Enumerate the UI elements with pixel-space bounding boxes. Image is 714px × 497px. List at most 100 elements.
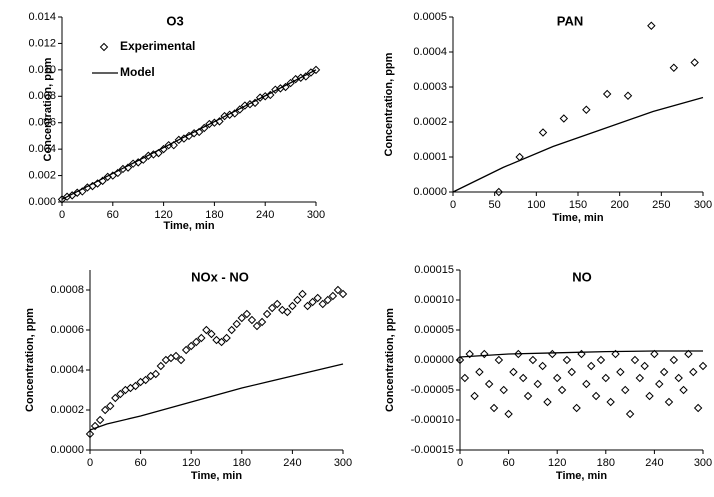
data-point bbox=[470, 391, 479, 401]
y-tick-label: 0.0000 bbox=[413, 186, 447, 198]
data-point bbox=[338, 289, 348, 299]
data-point bbox=[562, 355, 572, 365]
y-axis-label: Concentration, ppm bbox=[383, 52, 395, 156]
data-point bbox=[159, 144, 168, 154]
data-point bbox=[567, 367, 576, 377]
y-tick-label: 0.0001 bbox=[413, 151, 447, 163]
data-point bbox=[184, 131, 194, 141]
data-point bbox=[303, 301, 312, 311]
y-tick-label: 0.008 bbox=[28, 90, 56, 102]
data-point bbox=[111, 393, 120, 403]
x-tick-label: 240 bbox=[256, 209, 274, 221]
y-axis-label: Concentration, ppm bbox=[384, 308, 396, 412]
x-axis-label: Time, min bbox=[163, 220, 214, 232]
x-tick-label: 300 bbox=[694, 199, 712, 211]
data-point bbox=[207, 329, 216, 339]
data-point bbox=[202, 325, 211, 335]
data-point bbox=[455, 355, 465, 365]
data-point bbox=[640, 361, 649, 371]
data-point bbox=[181, 345, 191, 355]
y-tick-label: -0.00005 bbox=[411, 384, 454, 396]
data-point bbox=[538, 128, 548, 137]
data-point bbox=[690, 58, 699, 67]
data-point bbox=[572, 403, 581, 413]
x-tick-label: 240 bbox=[645, 457, 663, 469]
y-tick-label: 0.0008 bbox=[50, 284, 84, 296]
x-tick-label: 120 bbox=[548, 457, 566, 469]
y-tick-label: 0.00010 bbox=[414, 294, 454, 306]
data-point bbox=[543, 397, 552, 407]
y-tick-label: 0.00000 bbox=[414, 354, 454, 366]
data-point bbox=[267, 303, 277, 313]
data-point bbox=[689, 367, 698, 377]
y-tick-label: 0.004 bbox=[28, 143, 56, 155]
x-tick-label: 240 bbox=[283, 457, 301, 469]
data-point bbox=[311, 65, 321, 75]
data-point bbox=[659, 367, 669, 377]
y-tick-label: 0.014 bbox=[28, 11, 56, 23]
data-point bbox=[475, 367, 484, 377]
data-point bbox=[323, 295, 333, 305]
data-point bbox=[606, 397, 615, 407]
data-point bbox=[514, 349, 523, 359]
data-point bbox=[630, 355, 640, 365]
data-point bbox=[509, 367, 518, 377]
x-tick-label: 60 bbox=[107, 209, 119, 221]
legend-label: Model bbox=[120, 65, 155, 79]
data-point bbox=[200, 123, 209, 133]
data-point bbox=[186, 341, 196, 351]
legend-label: Experimental bbox=[120, 39, 195, 53]
x-tick-label: 300 bbox=[694, 457, 712, 469]
data-point bbox=[582, 379, 591, 389]
data-point bbox=[293, 295, 302, 305]
data-point bbox=[100, 405, 110, 415]
y-tick-label: -0.00015 bbox=[411, 444, 454, 456]
data-point bbox=[647, 21, 656, 30]
y-tick-label: -0.00010 bbox=[411, 414, 454, 426]
data-point bbox=[171, 351, 181, 361]
data-point bbox=[232, 319, 241, 329]
y-tick-label: 0.012 bbox=[28, 37, 56, 49]
y-axis-label: Concentration, ppm bbox=[24, 308, 36, 412]
data-point bbox=[328, 291, 338, 301]
x-tick-label: 300 bbox=[334, 457, 352, 469]
data-point bbox=[217, 337, 226, 347]
x-tick-label: 0 bbox=[59, 209, 65, 221]
data-point bbox=[308, 297, 317, 307]
data-point bbox=[602, 89, 612, 99]
x-tick-label: 0 bbox=[457, 457, 463, 469]
data-point bbox=[156, 361, 166, 371]
data-point bbox=[151, 369, 160, 379]
data-point bbox=[582, 105, 591, 114]
data-point bbox=[528, 355, 538, 365]
y-tick-label: 0.0004 bbox=[50, 364, 84, 376]
data-point bbox=[669, 63, 679, 72]
model-line bbox=[459, 350, 703, 358]
data-point bbox=[669, 355, 679, 365]
data-point bbox=[494, 187, 504, 197]
data-point bbox=[621, 385, 630, 395]
x-tick-label: 0 bbox=[87, 457, 93, 469]
model-line bbox=[89, 363, 344, 431]
data-point bbox=[278, 305, 287, 315]
y-tick-label: 0.002 bbox=[28, 169, 56, 181]
data-point bbox=[499, 385, 508, 395]
y-tick-label: 0.00005 bbox=[414, 324, 454, 336]
data-point bbox=[212, 335, 221, 345]
y-tick-label: 0.0004 bbox=[413, 46, 447, 58]
data-point bbox=[635, 373, 645, 383]
data-point bbox=[465, 349, 474, 359]
data-point bbox=[518, 373, 528, 383]
legend-marker bbox=[99, 42, 109, 52]
data-point bbox=[257, 317, 267, 327]
data-point bbox=[523, 391, 533, 401]
data-point bbox=[625, 409, 635, 419]
data-point bbox=[192, 337, 201, 347]
data-point bbox=[90, 421, 100, 431]
data-point bbox=[494, 355, 504, 365]
data-point bbox=[179, 134, 189, 143]
y-tick-label: 0.0005 bbox=[413, 11, 447, 23]
data-point bbox=[504, 409, 513, 419]
data-point bbox=[533, 379, 542, 389]
data-point bbox=[237, 313, 247, 323]
